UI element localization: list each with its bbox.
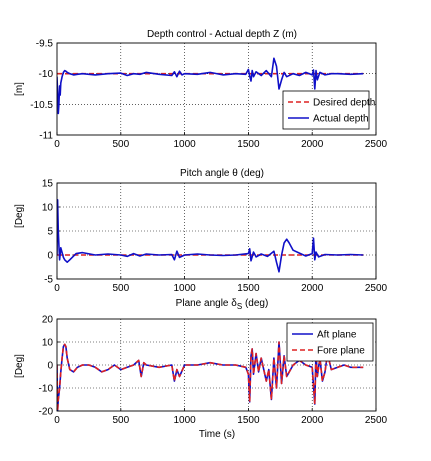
depth-chart: Depth control - Actual depth Z (m) [m] 0… [14,29,388,150]
y-tick-label: -10 [39,69,54,80]
x-tick-label: 500 [112,283,129,294]
x-tick-label: 1500 [237,415,260,426]
x-tick-label: 2500 [365,415,388,426]
legend-label: Aft plane [317,330,357,341]
chart-title: Plane angle δS (deg) [176,298,269,311]
x-tick-label: 1000 [173,415,196,426]
y-axis-label: [Deg] [14,354,25,378]
x-axis-label: Time (s) [199,429,235,440]
axes-frame [56,182,377,280]
x-tick-label: 0 [54,283,60,294]
y-tick-label: 10 [42,203,54,214]
x-tick-label: 2500 [365,283,388,294]
series-line [57,199,364,273]
series-line [57,57,364,115]
pitch-chart: Pitch angle θ (deg) [Deg] 0 500 1000 1500 20… [14,168,388,294]
y-tick-label: -11 [39,131,53,142]
x-tick-label: 500 [112,139,129,150]
chart-title: Pitch angle θ (deg) [180,168,264,179]
legend-label: Desired depth [313,98,375,109]
x-tick-label: 1500 [237,139,260,150]
x-tick-label: 2000 [301,415,324,426]
y-tick-label: 10 [42,338,54,349]
axes-frame [56,318,377,412]
series-line [57,341,364,411]
legend: Desired depth Actual depth [282,90,375,130]
chart-title: Depth control - Actual depth Z (m) [147,29,297,40]
y-tick-label: 15 [42,179,54,190]
legend-label: Actual depth [313,114,369,125]
y-tick-label: 20 [42,315,54,326]
x-tick-label: 1000 [173,139,196,150]
y-axis-label: [m] [14,82,25,96]
y-tick-label: -9.5 [36,39,54,50]
legend-box [282,90,370,130]
x-tick-label: 500 [112,415,129,426]
x-tick-label: 0 [54,139,60,150]
y-tick-label: -10.5 [30,100,53,111]
y-tick-label: 0 [47,361,53,372]
legend-label: Fore plane [317,346,365,357]
y-axis-label: [Deg] [14,204,25,228]
x-tick-label: 1000 [173,283,196,294]
y-tick-label: 5 [47,227,53,238]
plane-angle-chart: Plane angle δS (deg) [Deg] Time (s) 0 500… [14,298,388,440]
x-tick-label: 1500 [237,283,260,294]
x-tick-label: 2000 [301,139,324,150]
y-tick-label: -10 [39,384,54,395]
axes-frame [56,42,377,136]
x-tick-label: 2500 [365,139,388,150]
legend-box [286,322,374,362]
legend: Aft plane Fore plane [286,322,374,362]
y-tick-label: -20 [39,407,54,418]
y-tick-label: -5 [44,275,53,286]
x-tick-label: 2000 [301,283,324,294]
y-tick-label: 0 [47,251,53,262]
x-tick-label: 0 [54,415,60,426]
